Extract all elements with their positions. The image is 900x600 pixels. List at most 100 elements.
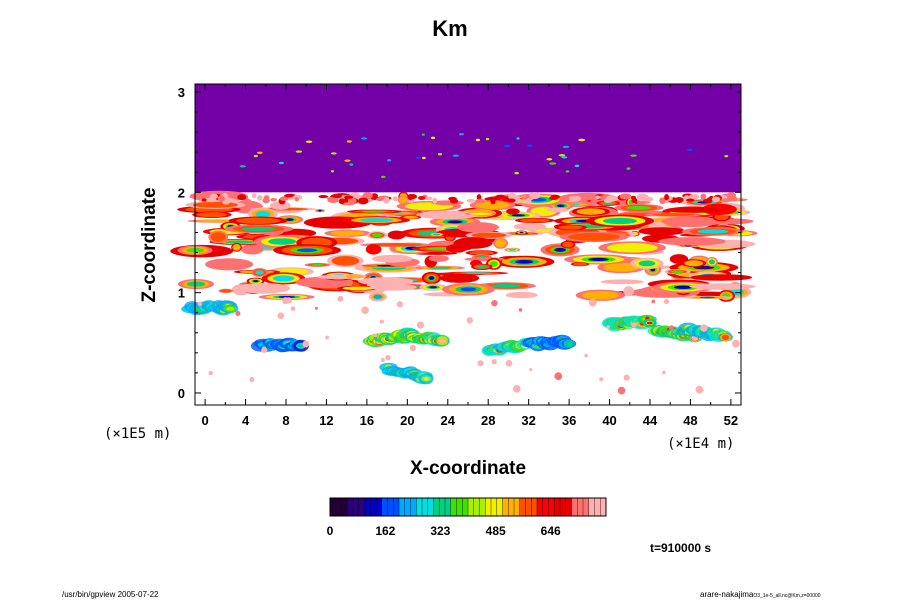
colorbar-swatch	[376, 498, 383, 516]
speckle-mark	[256, 151, 263, 154]
scatter-dot-mark	[584, 353, 588, 358]
scatter-dot-mark	[700, 324, 708, 332]
colorbar-swatch	[404, 498, 411, 516]
layer-mark	[588, 257, 609, 261]
layer-edge-mark	[362, 192, 373, 200]
layer-mark	[658, 237, 726, 246]
layer-mark	[197, 212, 227, 218]
x-axis-label: X-coordinate	[409, 458, 527, 479]
colorbar-label: 646	[541, 524, 561, 538]
speckle-mark	[516, 137, 520, 140]
layer-edge-mark	[425, 196, 433, 201]
speckle-mark	[687, 148, 693, 151]
time-label: t=910000 s	[650, 541, 712, 555]
colorbar-swatch	[330, 498, 337, 516]
speckle-mark	[565, 170, 570, 173]
colorbar-swatch	[537, 498, 544, 516]
footer-right-main: arare-nakajima	[700, 590, 754, 599]
speckle-mark	[475, 138, 481, 142]
layer-edge-mark	[417, 195, 426, 200]
layer-edge-mark	[721, 198, 732, 203]
scatter-dot-mark	[477, 360, 484, 367]
layer-mark	[600, 279, 644, 285]
speckle-mark	[626, 167, 631, 170]
colorbar-swatch	[353, 498, 360, 516]
scatter-dot-mark	[325, 335, 329, 340]
colorbar-swatch	[387, 498, 394, 516]
layer-edge-mark	[392, 196, 398, 202]
scatter-dot-mark	[290, 306, 296, 311]
colorbar-swatch	[462, 498, 469, 516]
speckle-mark	[421, 133, 425, 136]
layer-mark	[468, 212, 493, 215]
layer-edge-mark	[706, 197, 712, 204]
layer-edge-mark	[449, 198, 459, 204]
x-tick-label: 48	[683, 413, 697, 428]
layer-mark	[690, 274, 753, 281]
scatter-dot-mark	[668, 325, 674, 331]
layer-edge-mark	[659, 197, 666, 205]
layer-edge-mark	[201, 198, 207, 202]
scatter-dot-mark	[235, 311, 241, 317]
layer-mark	[700, 296, 716, 299]
layer-edge-mark	[279, 196, 289, 201]
layer-mark	[554, 247, 566, 252]
layer-mark	[573, 262, 587, 266]
layer-mark	[252, 280, 259, 283]
colorbar-swatch	[502, 498, 509, 516]
colorbar-label: 0	[327, 524, 334, 538]
colorbar-swatch	[514, 498, 521, 516]
colorbar-swatch	[542, 498, 549, 516]
scatter-dot-mark	[416, 321, 425, 329]
scatter-dot-mark	[396, 301, 404, 308]
layer-mark	[345, 274, 364, 279]
scatter-dot-mark	[373, 333, 378, 338]
y-tick-label: 1	[178, 286, 185, 301]
scatter-dot-mark	[617, 386, 626, 395]
layer-mark	[268, 238, 297, 245]
layer-mark	[684, 260, 704, 267]
scatter-dot-mark	[491, 358, 497, 365]
speckle-mark	[558, 154, 566, 157]
speckle-mark	[437, 153, 443, 156]
y-axis-unit: (×1E5 m)	[104, 426, 172, 442]
speckle-mark	[361, 137, 368, 140]
layer-mark	[508, 248, 517, 251]
colorbar-frame	[329, 497, 607, 517]
colorbar-swatch	[347, 498, 354, 516]
layer-edge-mark	[262, 197, 270, 204]
x-axis-unit: (×1E4 m)	[667, 436, 735, 452]
scatter-dot-mark	[599, 377, 604, 382]
speckle-mark	[239, 165, 246, 168]
layer-mark	[460, 272, 493, 274]
layer-mark	[606, 242, 658, 253]
layer-edge-mark	[257, 195, 263, 201]
plume-mark	[646, 321, 653, 325]
colorbar-label: 162	[375, 524, 395, 538]
colorbar-swatch	[433, 498, 440, 516]
layer-mark	[205, 258, 254, 271]
x-tick-label: 40	[602, 413, 616, 428]
colorbar-swatch	[358, 498, 365, 516]
speckle-mark	[416, 156, 421, 160]
layer-mark	[272, 275, 295, 282]
layer-mark	[489, 260, 498, 267]
layer-mark	[241, 226, 277, 232]
scatter-dot-mark	[662, 370, 666, 375]
y-tick-label: 2	[178, 185, 185, 200]
layer-edge-mark	[548, 196, 559, 201]
layer-edge-mark	[603, 198, 613, 204]
layer-mark	[210, 232, 226, 242]
x-tick-label: 24	[441, 413, 456, 428]
scatter-dot-mark	[261, 347, 268, 354]
x-tick-label: 16	[360, 413, 374, 428]
layer-mark	[603, 262, 640, 272]
colorbar-swatch	[427, 498, 434, 516]
layer-mark	[471, 232, 507, 238]
colorbar-swatch	[370, 498, 377, 516]
layer-edge-mark	[619, 193, 632, 200]
layer-edge-mark	[476, 194, 482, 201]
layer-edge-mark	[529, 192, 541, 200]
plume-mark	[424, 376, 429, 381]
